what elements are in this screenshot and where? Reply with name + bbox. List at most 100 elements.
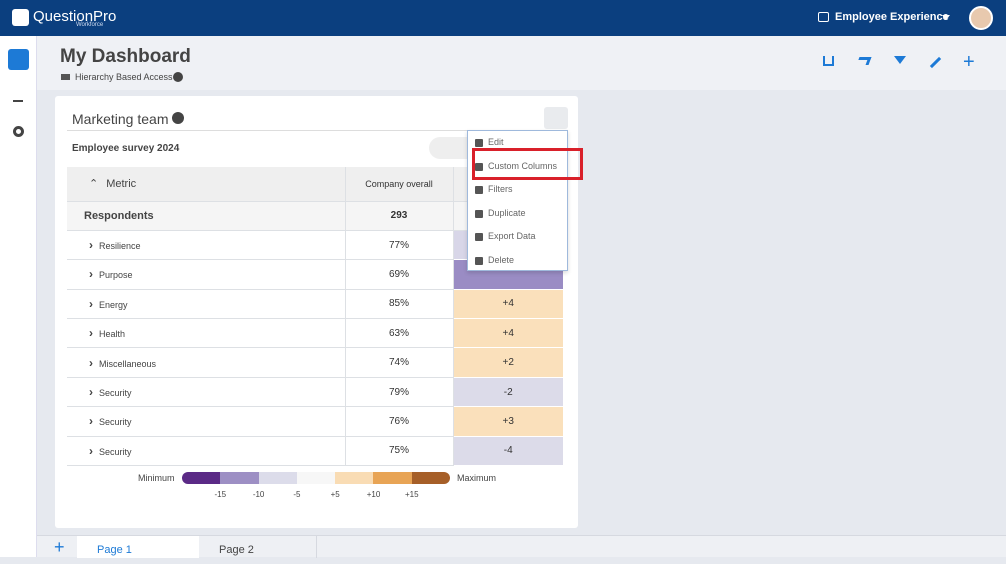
metric-header-text: Metric: [106, 178, 137, 191]
diff-cell: +3: [453, 406, 563, 437]
expand-chevron[interactable]: ›: [89, 385, 93, 400]
respondents-value: 293: [344, 201, 454, 231]
menu-item[interactable]: Filters: [488, 184, 513, 194]
tab[interactable]: Page 1: [77, 536, 199, 558]
overall-cell: 79%: [344, 377, 454, 408]
product-switcher[interactable]: Employee Experience: [835, 11, 949, 23]
menu-item[interactable]: Custom Columns: [488, 160, 558, 171]
add-page[interactable]: +: [54, 537, 65, 557]
page-tabs: + Page 1 Page 2: [37, 535, 1006, 558]
menu-icon: [475, 209, 483, 218]
legend-tick: +15: [405, 490, 419, 499]
page-title: My Dashboard: [60, 46, 191, 67]
highlight-box: [472, 148, 583, 180]
table-row[interactable]: › Security 79% -2: [67, 377, 563, 408]
context-menu: Edit Custom Columns Filters Duplicate Export…: [467, 130, 568, 271]
legend-min: Minimum: [138, 473, 175, 483]
legend-bar: [182, 472, 450, 484]
metric-name: Energy: [99, 299, 128, 310]
dropdown-caret[interactable]: [942, 15, 950, 24]
metric-name: Health: [99, 329, 126, 340]
menu-item[interactable]: Export Data: [488, 231, 536, 241]
expand-chevron[interactable]: ›: [89, 414, 93, 429]
legend-swatch: [335, 472, 374, 484]
menu-item[interactable]: Edit: [488, 137, 504, 147]
expand-chevron[interactable]: ›: [89, 443, 93, 458]
dashboard-header: My Dashboard Hierarchy Based Access +: [37, 36, 1006, 90]
metric-name: Security: [99, 417, 132, 428]
table-row[interactable]: › Purpose 69%: [67, 259, 563, 290]
metric-name: Resilience: [99, 241, 141, 252]
kebab-button[interactable]: [544, 107, 568, 129]
table-row[interactable]: › Security 75% -4: [67, 436, 563, 467]
overall-cell: 74%: [344, 347, 454, 378]
menu-icon: [475, 139, 483, 147]
menu-icon: [475, 233, 483, 241]
page-subtitle[interactable]: Hierarchy Based Access: [75, 72, 173, 82]
table-row[interactable]: › Security 76% +3: [67, 406, 563, 437]
metric-name: Miscellaneous: [99, 358, 157, 369]
settings-nav[interactable]: [13, 126, 24, 137]
sidebar: [0, 36, 37, 557]
diff-cell: +2: [453, 347, 563, 378]
table-row[interactable]: › Health 63% +4: [67, 318, 563, 349]
tab[interactable]: Page 2: [199, 536, 317, 558]
legend-max: Maximum: [457, 473, 497, 483]
metric-cell: › Health: [67, 318, 345, 349]
expand-chevron[interactable]: ›: [89, 267, 93, 282]
diff-cell: +4: [453, 318, 563, 349]
table-row[interactable]: › Energy 85% +4: [67, 289, 563, 320]
legend-tick: +5: [330, 490, 340, 499]
overall-header: Company overall: [344, 167, 454, 202]
metric-cell: › Security: [67, 377, 345, 408]
respondents-label: Respondents: [67, 201, 345, 231]
legend-tick: -10: [252, 490, 265, 499]
metric-cell: › Miscellaneous: [67, 347, 345, 378]
legend-swatch: [296, 472, 336, 484]
metric-name: Security: [99, 388, 132, 399]
menu-icon: [475, 256, 483, 265]
download-button[interactable]: [823, 56, 834, 66]
download-nav[interactable]: [13, 91, 23, 102]
expand-chevron[interactable]: ›: [89, 238, 93, 253]
metric-cell: › Purpose: [67, 259, 345, 290]
top-bar: QuestionPro Workforce Employee Experienc…: [0, 0, 1006, 36]
briefcase-icon: [818, 12, 829, 22]
help-icon[interactable]: [173, 72, 183, 82]
share-button[interactable]: [856, 57, 872, 65]
edit-button[interactable]: [929, 56, 942, 69]
menu-icon: [475, 186, 483, 194]
diff-cell: -4: [453, 436, 563, 467]
overall-cell: 85%: [344, 289, 454, 320]
legend-swatch: [258, 472, 297, 484]
metric-cell: › Security: [67, 436, 345, 467]
overall-cell: 69%: [344, 259, 454, 290]
menu-icon: [475, 162, 483, 171]
dashboard-nav[interactable]: [8, 49, 29, 70]
diff-cell: -2: [453, 377, 563, 408]
expand-chevron[interactable]: ›: [89, 355, 93, 370]
survey-name: Employee survey 2024: [72, 143, 180, 154]
expand-chevron[interactable]: ›: [89, 296, 93, 311]
add-button[interactable]: +: [963, 51, 975, 73]
legend-swatch: [411, 472, 450, 484]
legend-swatch: [182, 472, 221, 484]
table-row[interactable]: › Miscellaneous 74% +2: [67, 347, 563, 378]
legend-swatch: [373, 472, 412, 484]
overall-cell: 63%: [344, 318, 454, 349]
brand-sub: Workforce: [76, 22, 104, 28]
menu-item[interactable]: Duplicate: [488, 207, 526, 218]
filter-button[interactable]: [894, 56, 906, 70]
widget-title: Marketing team: [72, 111, 169, 127]
divider: [67, 130, 567, 131]
metric-header[interactable]: ⌃ Metric: [67, 167, 345, 202]
expand-chevron[interactable]: ›: [89, 326, 93, 341]
legend-tick: -5: [293, 490, 301, 499]
logo: [12, 9, 29, 26]
diff-cell: +4: [453, 289, 563, 320]
info-icon[interactable]: [172, 112, 184, 124]
avatar[interactable]: [969, 6, 993, 30]
menu-item[interactable]: Delete: [488, 254, 515, 265]
overall-cell: 75%: [344, 436, 454, 467]
